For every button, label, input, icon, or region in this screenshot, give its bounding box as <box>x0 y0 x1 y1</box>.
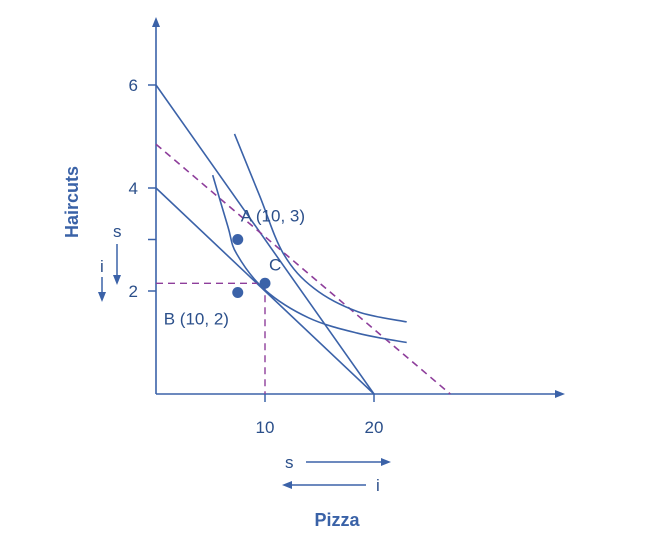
x-tick-label: 20 <box>365 418 384 437</box>
point-b-label: B (10, 2) <box>164 310 229 329</box>
y-income-label: i <box>100 257 104 276</box>
x-substitution-label: s <box>285 453 294 472</box>
point-b <box>232 287 244 299</box>
original-budget-line <box>155 84 375 395</box>
x-axis-title: Pizza <box>314 510 360 530</box>
y-substitution-label: s <box>113 222 122 241</box>
chart-points: A (10, 3) B (10, 2) C <box>164 207 305 329</box>
indifference-curve-high <box>233 133 407 323</box>
y-effect-annotation: s i <box>98 222 122 302</box>
y-tick-label: 4 <box>129 179 138 198</box>
x-income-label: i <box>376 476 380 495</box>
indifference-curves <box>211 133 407 344</box>
axes <box>152 17 565 398</box>
point-c-label: C <box>269 255 281 274</box>
x-tick-label: 10 <box>256 418 275 437</box>
ticks: 2 4 6 10 20 <box>129 76 384 437</box>
indifference-curve-low <box>211 174 407 344</box>
compensated-budget-line <box>155 143 451 395</box>
point-c <box>259 277 271 289</box>
x-effect-annotation: s i <box>282 453 391 495</box>
y-tick-label: 2 <box>129 282 138 301</box>
chart-lines <box>155 84 451 395</box>
point-a <box>232 234 244 245</box>
point-a-label: A (10, 3) <box>241 207 305 226</box>
y-axis-title: Haircuts <box>62 166 82 238</box>
y-tick-label: 6 <box>129 76 138 95</box>
